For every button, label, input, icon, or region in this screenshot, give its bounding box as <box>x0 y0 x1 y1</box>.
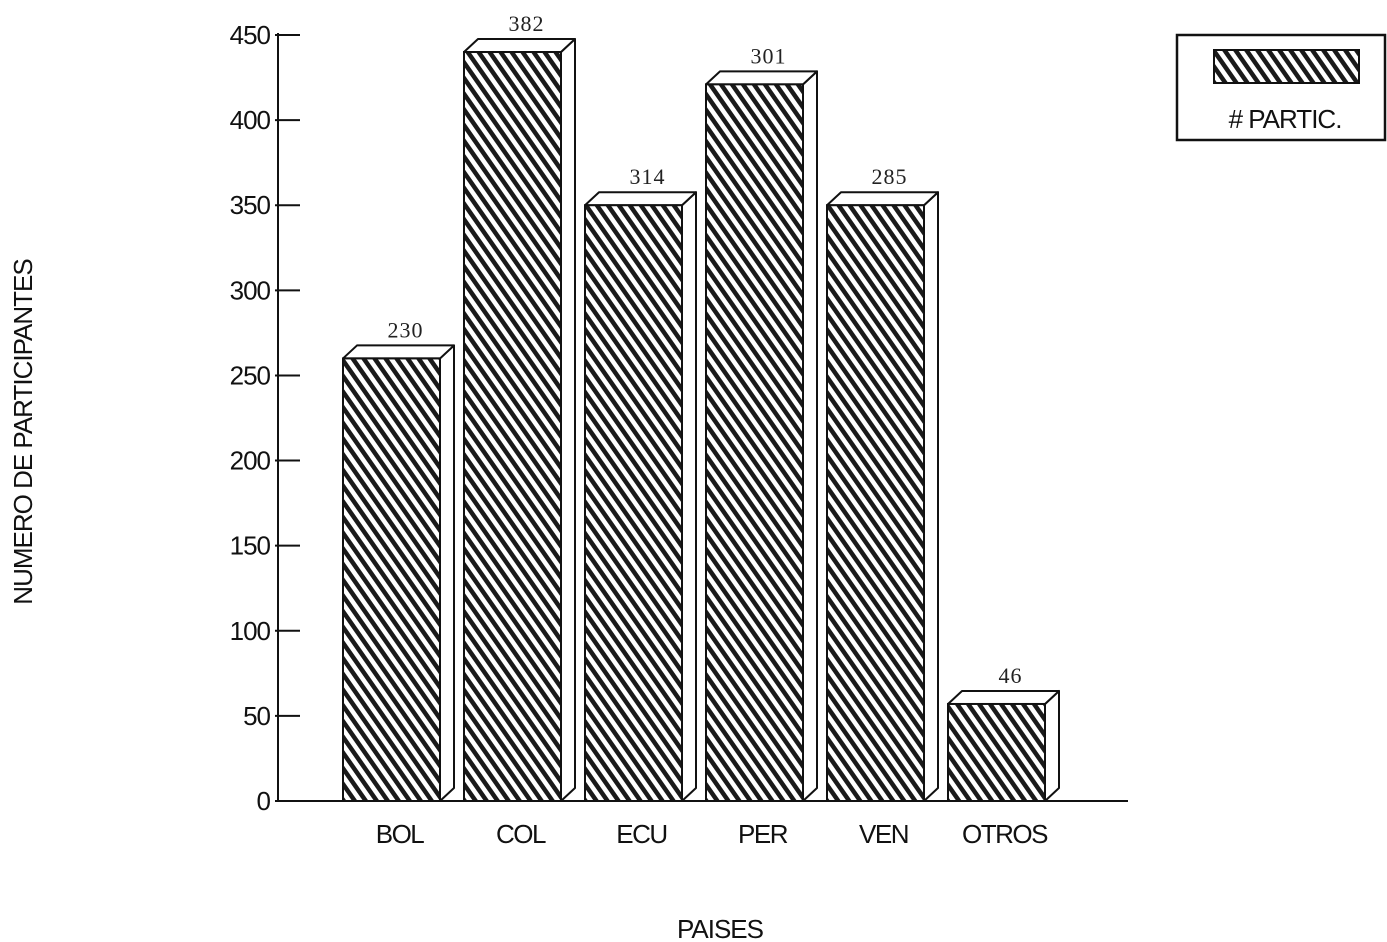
legend-swatch <box>1213 49 1360 84</box>
x-category-label: OTROS <box>962 819 1048 849</box>
x-axis-labels: BOL COL ECU PER VEN OTROS <box>376 819 1050 849</box>
bar <box>463 38 576 803</box>
x-category-label: PER <box>738 819 788 849</box>
bar-front-face <box>947 702 1046 802</box>
bar-data-label: 285 <box>872 164 908 189</box>
bar-front-face <box>342 357 441 802</box>
bar <box>826 191 939 802</box>
bar-data-label: 230 <box>388 317 424 342</box>
data-labels-group: 230 382 314 301 285 46 <box>388 11 1023 688</box>
bar-data-label: 301 <box>751 43 787 68</box>
bar <box>947 689 1060 802</box>
bars-group <box>342 38 1060 803</box>
y-tick-label: 0 <box>257 786 271 816</box>
bar-side-face <box>681 191 697 802</box>
y-tick-label: 400 <box>230 105 271 135</box>
legend: # PARTIC. <box>1175 33 1387 142</box>
bar-top-face <box>947 689 1060 705</box>
bar <box>342 344 455 802</box>
bar-top-face <box>826 191 939 207</box>
bar-front-face <box>826 204 925 802</box>
bar-top-face <box>463 38 576 54</box>
bar-data-label: 382 <box>509 11 545 36</box>
y-tick-label: 250 <box>230 360 271 390</box>
x-category-label: COL <box>496 819 546 849</box>
bar-front-face <box>463 51 562 803</box>
legend-label: # PARTIC. <box>1229 104 1342 134</box>
y-tick-label: 50 <box>243 701 270 731</box>
bar-side-face <box>560 38 576 802</box>
bar-top-face <box>342 344 455 360</box>
bar-side-face <box>802 70 818 802</box>
bar-data-label: 46 <box>999 663 1023 688</box>
x-category-label: ECU <box>616 819 666 849</box>
bar-side-face <box>439 344 455 802</box>
y-tick-label: 300 <box>230 275 271 305</box>
y-tick-label: 100 <box>230 616 271 646</box>
bar-top-face <box>705 70 818 86</box>
y-tick-label: 150 <box>230 531 271 561</box>
bar <box>584 191 697 802</box>
bar-top-face <box>584 191 697 207</box>
bar-front-face <box>584 204 683 802</box>
bar-side-face <box>923 191 939 802</box>
y-tick-label: 450 <box>230 20 271 50</box>
x-category-label: BOL <box>376 819 425 849</box>
x-axis-title: PAISES <box>677 914 764 942</box>
bar-data-label: 314 <box>630 164 666 189</box>
bar-front-face <box>705 83 804 802</box>
y-tick-label: 350 <box>230 190 271 220</box>
x-category-label: VEN <box>859 819 908 849</box>
y-axis-title: NUMERO DE PARTICIPANTES <box>8 259 38 605</box>
y-axis-ticks: 0 50 100 150 200 250 300 350 400 450 <box>230 20 300 816</box>
bar <box>705 70 818 802</box>
y-tick-label: 200 <box>230 446 271 476</box>
bar-side-face <box>1044 689 1060 802</box>
